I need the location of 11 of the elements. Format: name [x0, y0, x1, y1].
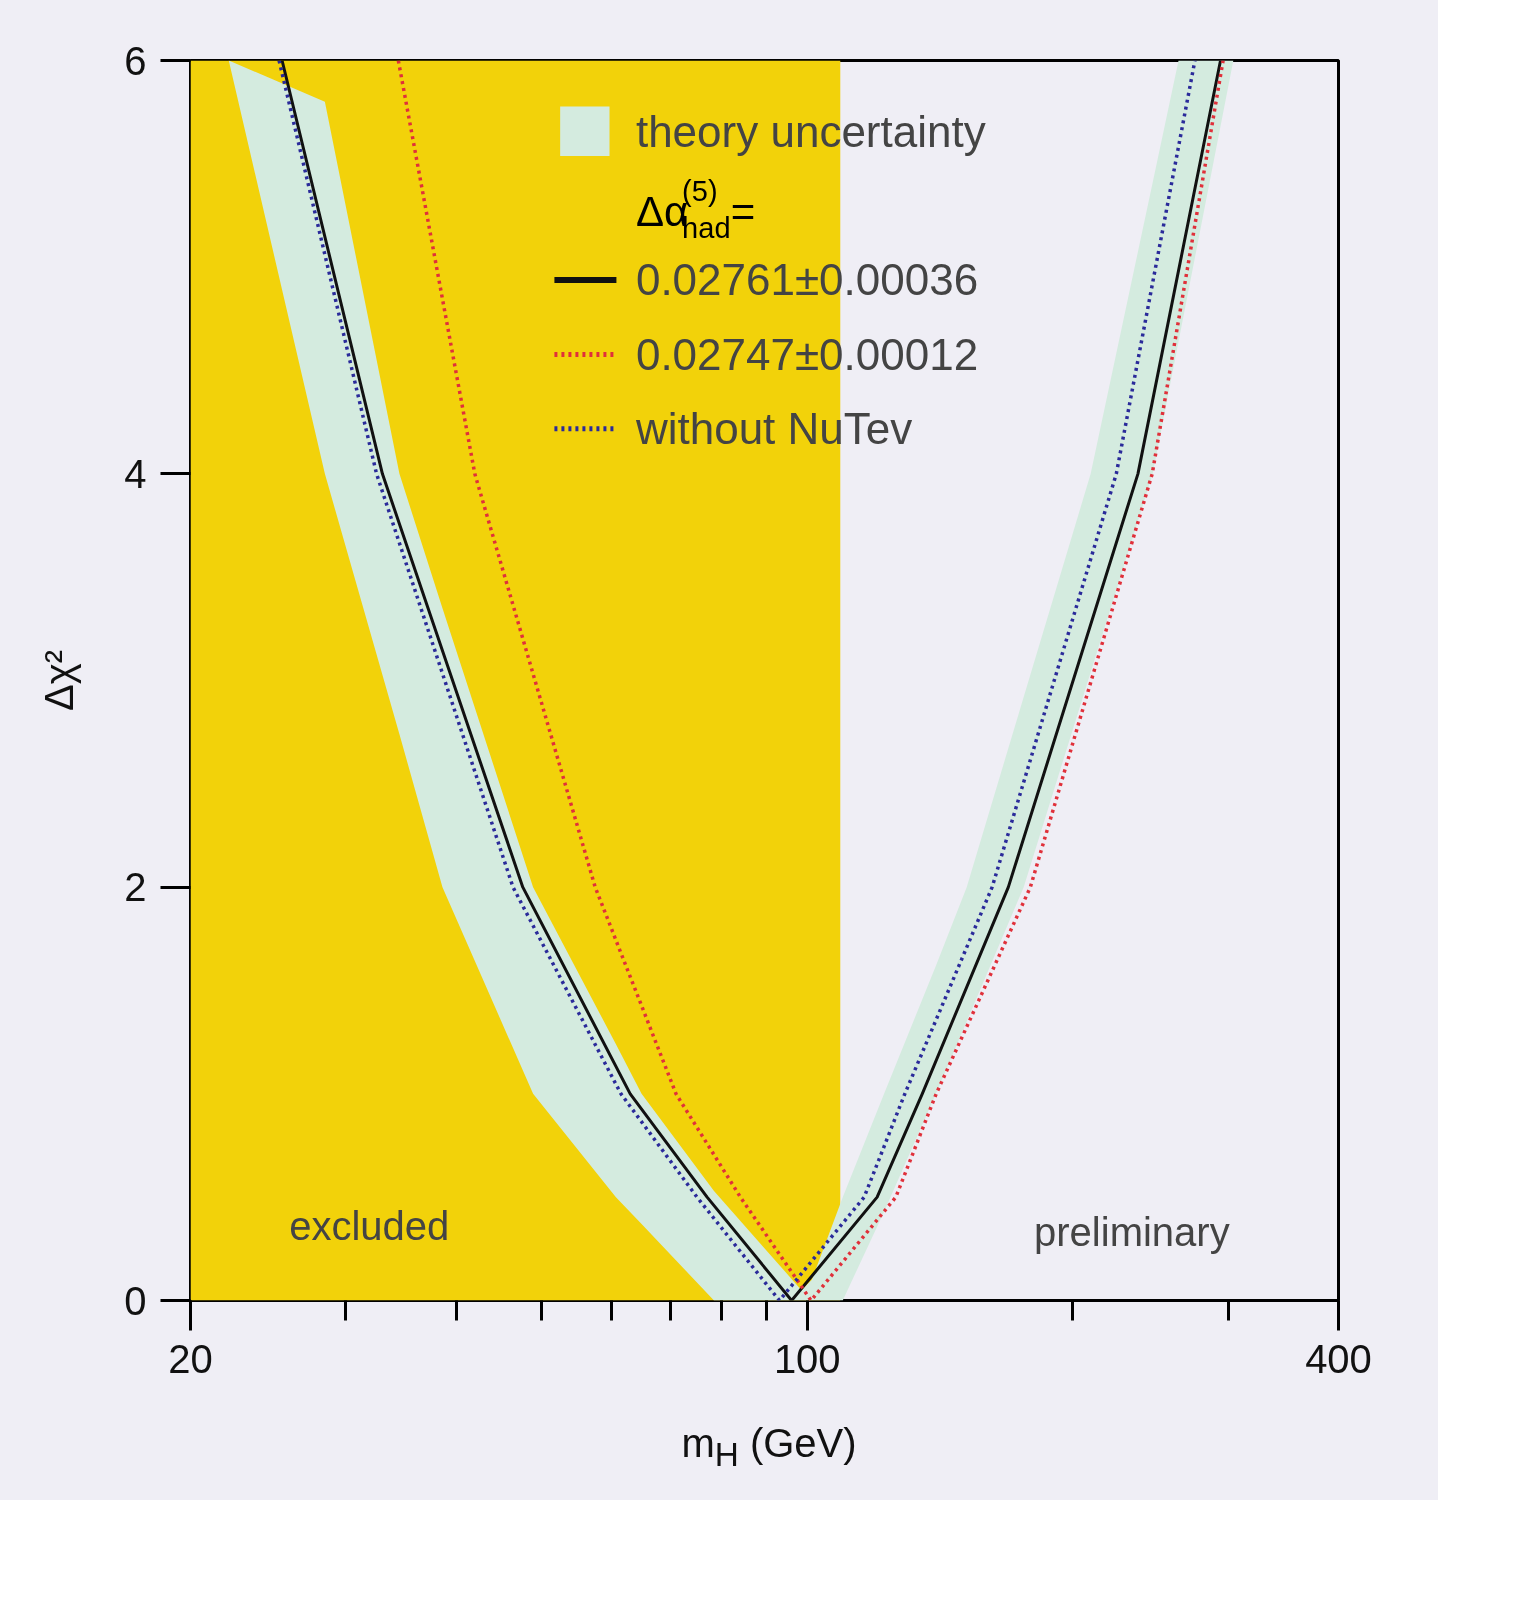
annotation: preliminary: [1034, 1210, 1230, 1255]
y-tick-label: 2: [124, 865, 147, 910]
x-tick-label: 20: [168, 1336, 213, 1381]
y-tick-label: 4: [124, 451, 147, 496]
x-tick-label: 100: [773, 1336, 841, 1381]
x-tick-label: 400: [1305, 1336, 1372, 1381]
x-axis-title: m$_{H}$ (GeV): [681, 1420, 857, 1475]
y-tick-label: 6: [124, 38, 147, 83]
y-axis-title: Δχ²: [37, 649, 82, 712]
y-tick-label: 0: [124, 1278, 147, 1323]
band-label: excluded: [289, 1204, 450, 1249]
